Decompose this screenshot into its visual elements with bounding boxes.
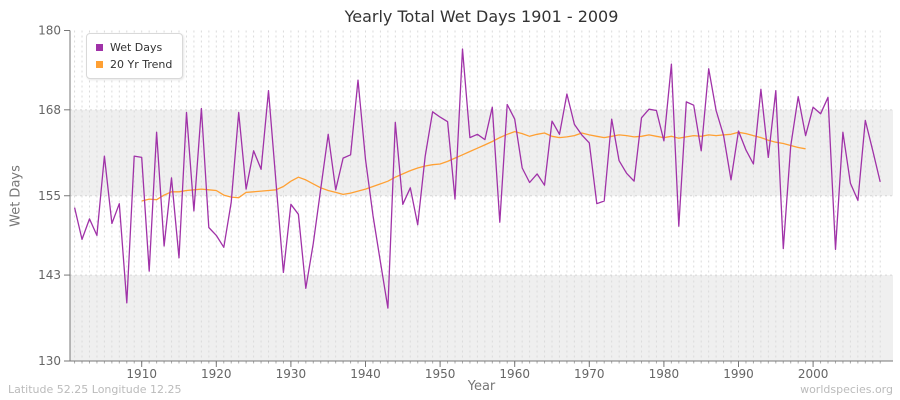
x-tick-label: 1940 [350,367,381,381]
chart-title: Yearly Total Wet Days 1901 - 2009 [344,7,619,26]
y-tick-label: 143 [38,268,61,282]
legend-label-trend: 20 Yr Trend [110,58,173,71]
legend: Wet Days 20 Yr Trend [86,33,184,79]
legend-item-trend: 20 Yr Trend [96,56,172,73]
plot-band [70,275,893,361]
y-tick-label: 180 [38,24,61,38]
y-tick-label: 168 [38,103,61,117]
x-tick-label: 1910 [126,367,157,381]
y-tick-label: 130 [38,354,61,368]
x-tick-label: 1990 [723,367,754,381]
trend-line [141,130,806,202]
x-axis-title: Year [467,379,496,394]
wet-days-line [73,48,881,309]
y-axis-title: Wet Days [8,165,24,227]
x-tick-label: 1980 [649,367,680,381]
plot-band [70,109,893,196]
x-tick-label: 2000 [798,367,829,381]
legend-label-wet-days: Wet Days [110,41,163,54]
x-tick-label: 1950 [425,367,456,381]
coordinates-label: Latitude 52.25 Longitude 12.25 [8,383,182,396]
y-tick-label: 155 [38,189,61,203]
x-tick-label: 1930 [276,367,307,381]
x-tick-label: 1970 [574,367,605,381]
legend-item-wet-days: Wet Days [96,39,172,56]
wet-days-swatch-icon [96,44,103,51]
watermark: worldspecies.org [800,383,893,396]
trend-swatch-icon [96,61,103,68]
x-tick-label: 1920 [201,367,232,381]
x-tick-label: 1960 [499,367,530,381]
